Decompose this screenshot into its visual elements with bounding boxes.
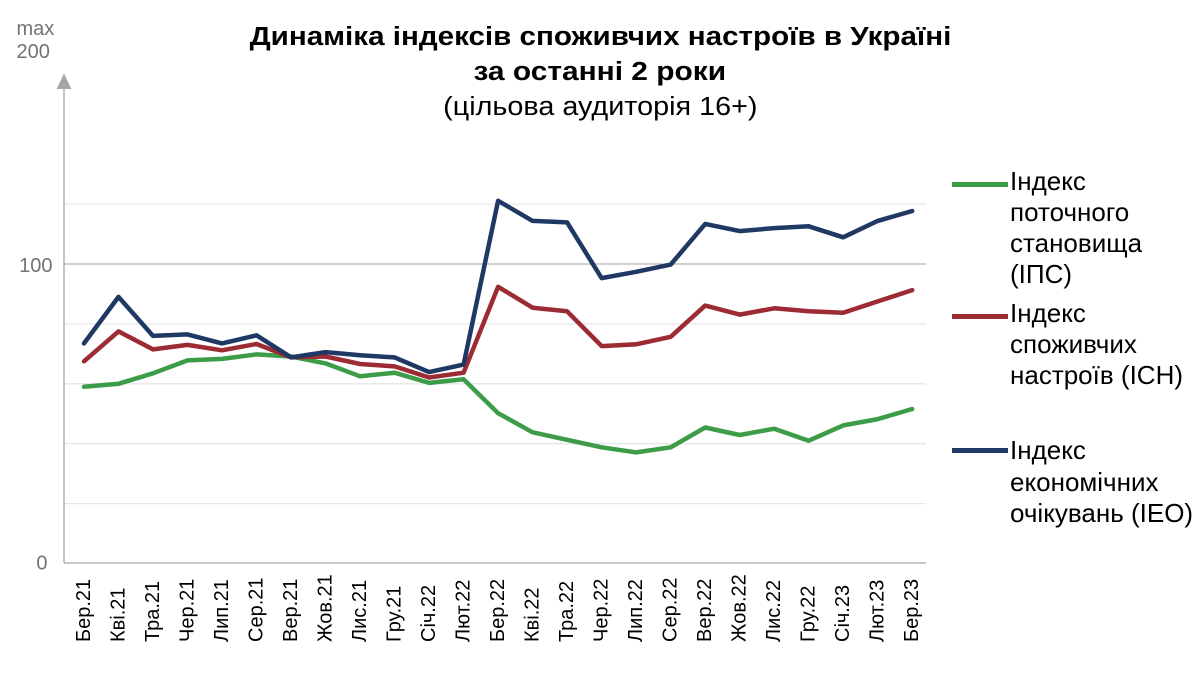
- svg-text:0: 0: [36, 553, 47, 575]
- svg-text:Гру.21: Гру.21: [384, 586, 406, 642]
- svg-text:Лип.21: Лип.21: [211, 579, 233, 642]
- svg-text:Січ.22: Січ.22: [418, 585, 440, 642]
- svg-text:Кві.21: Кві.21: [108, 587, 130, 642]
- svg-text:Жов.21: Жов.21: [315, 574, 337, 642]
- svg-text:Бер.21: Бер.21: [73, 579, 95, 642]
- svg-text:Вер.22: Вер.22: [694, 579, 716, 642]
- svg-text:Жов.22: Жов.22: [729, 574, 751, 642]
- svg-text:Бер.22: Бер.22: [487, 579, 509, 642]
- svg-text:Чер.22: Чер.22: [591, 579, 613, 642]
- svg-text:100: 100: [19, 255, 52, 277]
- svg-text:Тра.21: Тра.21: [142, 581, 164, 642]
- svg-text:Лют.23: Лют.23: [867, 580, 889, 642]
- svg-text:Чер.21: Чер.21: [177, 579, 199, 642]
- svg-text:Січ.23: Січ.23: [832, 585, 854, 642]
- svg-text:Лип.22: Лип.22: [625, 579, 647, 642]
- svg-text:Сер.22: Сер.22: [660, 578, 682, 643]
- svg-text:Лис.21: Лис.21: [349, 580, 371, 642]
- svg-text:Лют.22: Лют.22: [453, 580, 475, 642]
- svg-text:Вер.21: Вер.21: [280, 579, 302, 642]
- svg-text:Сер.21: Сер.21: [246, 578, 268, 643]
- svg-text:Тра.22: Тра.22: [556, 581, 578, 642]
- svg-text:Гру.22: Гру.22: [798, 586, 820, 642]
- svg-text:Бер.23: Бер.23: [901, 579, 923, 642]
- svg-text:Кві.22: Кві.22: [522, 587, 544, 642]
- svg-text:Лис.22: Лис.22: [763, 580, 785, 642]
